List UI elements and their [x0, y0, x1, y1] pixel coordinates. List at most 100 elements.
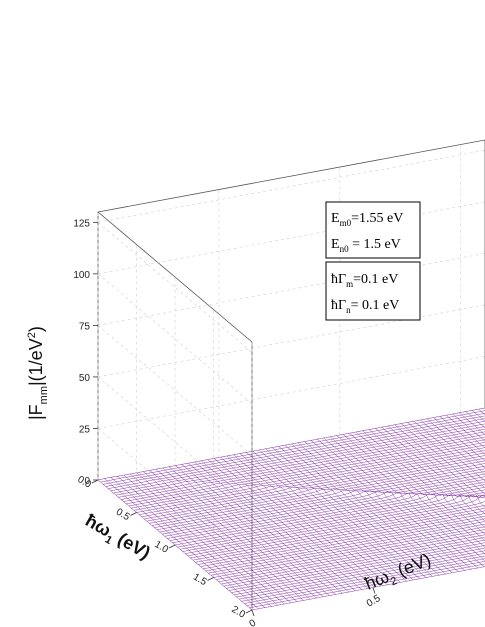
- mesh-line-const-hw2: [270, 519, 272, 521]
- mesh-line-const-hw2: [365, 552, 367, 554]
- mesh-line-const-hw2: [202, 481, 205, 483]
- mesh-line-const-hw2: [293, 498, 296, 501]
- mesh-line-const-hw2: [207, 492, 209, 494]
- mesh-line-const-hw2: [296, 567, 298, 569]
- mesh-line-const-hw2: [133, 490, 136, 492]
- mesh-line-const-hw2: [359, 508, 362, 510]
- mesh-line-const-hw2: [371, 511, 374, 513]
- mesh-line-const-hw2: [289, 455, 291, 457]
- mesh-line-const-hw2: [174, 538, 177, 540]
- mesh-line-const-hw2: [302, 453, 304, 455]
- mesh-line-const-hw2: [126, 483, 128, 485]
- mesh-line-const-hw2: [98, 480, 101, 482]
- mesh-line-const-hw2: [281, 487, 283, 490]
- mesh-line-const-hw2: [221, 483, 223, 485]
- mesh-line-const-hw2: [214, 578, 216, 580]
- mesh-line-const-hw2: [451, 565, 454, 568]
- mesh-line-const-hw2: [312, 475, 314, 477]
- mesh-line-const-hw2: [377, 496, 380, 498]
- mesh-line-const-hw2: [351, 501, 354, 503]
- mesh-line-const-hw2: [256, 594, 259, 596]
- mesh-line-const-hw2: [316, 558, 318, 560]
- mesh-line-const-hw2: [304, 547, 306, 550]
- mesh-line-const-hw2: [306, 589, 308, 591]
- mesh-line-const-hw2: [240, 454, 243, 456]
- mesh-line-const-hw2: [430, 534, 432, 536]
- mesh-line-const-hw2: [272, 553, 274, 556]
- mesh-line-const-hw2: [268, 504, 271, 506]
- mesh-line-const-hw2: [353, 576, 356, 578]
- mesh-line-const-hw2: [347, 465, 350, 467]
- mesh-line-const-hw2: [255, 559, 257, 561]
- mesh-line-const-hw2: [389, 526, 391, 528]
- mesh-line-const-hw2: [240, 466, 242, 469]
- mesh-line-const-hw2: [279, 473, 281, 475]
- mesh-line-const-hw2: [264, 560, 267, 563]
- mesh-line-const-hw2: [233, 534, 236, 537]
- mesh-line-const-hw2: [182, 504, 184, 507]
- mesh-line-const-hw2: [390, 547, 393, 549]
- mesh-line-const-hw2: [172, 482, 174, 485]
- mesh-line-const-hw2: [342, 580, 345, 582]
- mesh-line-const-hw2: [252, 483, 254, 485]
- mesh-line-const-hw2: [393, 496, 396, 498]
- mesh-line-const-hw2: [334, 460, 337, 462]
- mesh-line-const-hw2: [171, 481, 173, 484]
- mesh-line-const-hw2: [309, 565, 311, 567]
- mesh-line-const-hw2: [250, 555, 253, 557]
- mesh-line-const-hw2: [423, 575, 426, 577]
- mesh-line-const-hw2: [199, 506, 202, 508]
- mesh-line-const-hw2: [262, 492, 264, 494]
- mesh-line-const-hw2: [369, 530, 372, 532]
- mesh-line-const-hw2: [313, 522, 316, 524]
- mesh-line-const-hw2: [358, 540, 360, 542]
- mesh-line-const-hw2: [289, 588, 291, 590]
- mesh-line-const-hw2: [395, 544, 397, 546]
- mesh-line-const-hw2: [421, 533, 424, 536]
- mesh-line-const-hw2: [215, 519, 217, 521]
- mesh-line-const-hw2: [404, 519, 406, 521]
- mesh-line-const-hw2: [142, 490, 144, 493]
- mesh-line-const-hw2: [214, 498, 217, 501]
- mesh-line-const-hw2: [281, 601, 284, 604]
- mesh-line-const-hw2: [306, 569, 308, 571]
- mesh-line-const-hw2: [443, 545, 446, 547]
- mesh-line-const-hw2: [315, 450, 317, 452]
- mesh-line-const-hw2: [259, 503, 261, 505]
- mesh-line-const-hw2: [396, 512, 398, 514]
- mesh-line-const-hw2: [298, 562, 300, 564]
- mesh-line-const-hw2: [296, 594, 299, 596]
- mesh-line-const-hw2: [124, 475, 127, 478]
- mesh-line-const-hw2: [351, 481, 353, 483]
- mesh-line-const-hw2: [253, 604, 256, 607]
- mesh-line-const-hw2: [397, 520, 400, 522]
- mesh-line-const-hw2: [266, 549, 269, 551]
- mesh-line-const-hw2: [204, 536, 207, 539]
- mesh-line-const-hw2: [211, 496, 213, 498]
- mesh-line-const-hw2: [159, 505, 162, 507]
- mesh-line-const-hw2: [412, 545, 414, 548]
- mesh-line-const-hw2: [274, 495, 276, 497]
- mesh-line-const-hw2: [341, 479, 344, 481]
- mesh-line-const-hw2: [429, 554, 432, 556]
- mesh-line-const-hw2: [188, 555, 190, 558]
- mesh-line-const-hw2: [351, 467, 353, 470]
- mesh-line-const-hw2: [361, 503, 364, 505]
- mesh-line-const-hw2: [400, 535, 402, 537]
- mesh-line-const-hw2: [234, 515, 237, 517]
- mesh-line-const-hw2: [269, 578, 271, 580]
- mesh-line-const-hw2: [235, 542, 237, 544]
- mesh-line-const-hw2: [428, 572, 430, 574]
- mesh-line-const-hw2: [259, 516, 261, 518]
- mesh-line-const-hw2: [383, 515, 386, 517]
- mesh-line-const-hw2: [303, 540, 305, 542]
- mesh-line-const-hw2: [253, 551, 256, 553]
- mesh-line-const-hw2: [179, 502, 181, 504]
- mesh-line-const-hw2: [256, 527, 258, 529]
- mesh-line-const-hw2: [270, 492, 273, 495]
- mesh-line-const-hw2: [179, 475, 182, 478]
- mesh-line-const-hw2: [296, 501, 299, 503]
- mesh-line-const-hw2: [222, 505, 224, 507]
- mesh-line-const-hw2: [397, 506, 399, 508]
